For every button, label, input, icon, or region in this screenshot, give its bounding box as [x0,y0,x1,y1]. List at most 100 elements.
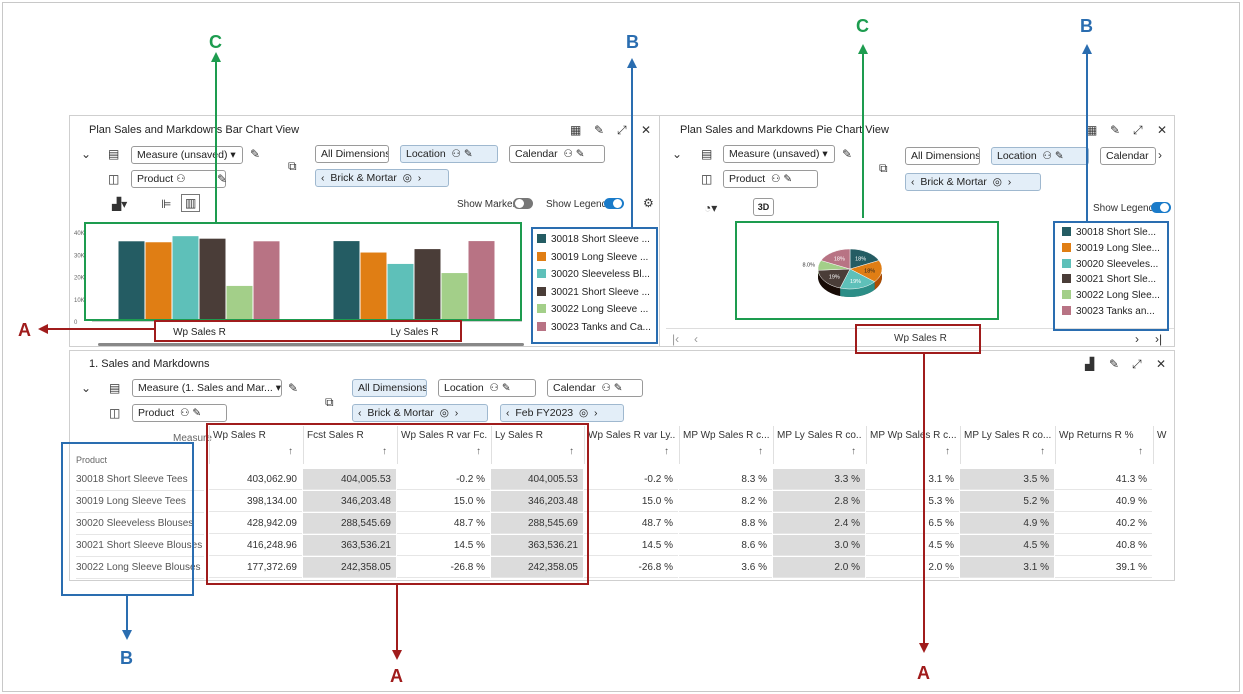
expand-icon[interactable]: ⤢ [617,123,627,137]
sort-arrow-icon[interactable]: ↑ [382,446,387,457]
column-header[interactable]: MP Ly Sales R co... ↑ [960,426,1051,464]
sort-arrow-icon[interactable]: ↑ [851,446,856,457]
grid-cell[interactable]: 2.0 % [866,557,959,578]
grid-cell[interactable]: 40.8 % [1055,535,1152,556]
column-header[interactable]: MP Ly Sales R co... ↑ [773,426,862,464]
brick-mortar-selector[interactable]: ‹ Brick & Mortar ◎ › [905,173,1041,191]
grid-cell[interactable]: 2.4 % [773,513,865,534]
legend-item[interactable]: 30022 Long Slee... [1062,290,1167,301]
row-header[interactable]: 30022 Long Sleeve Blouses [76,557,204,579]
show-legend-toggle[interactable] [604,198,624,209]
column-header[interactable]: Wp Sales R var Ly... ↑ [584,426,675,464]
grid-cell[interactable]: 4.5 % [866,535,959,556]
bar-ly-sales-r-0[interactable] [333,241,360,321]
vertical-bar-icon[interactable]: ▥ [181,194,201,212]
expand-icon[interactable]: ⤢ [1133,123,1143,137]
sort-arrow-icon[interactable]: ↑ [945,446,950,457]
close-icon[interactable]: ✕ [1156,357,1167,371]
bar-ly-sales-r-1[interactable] [360,252,387,321]
grid-cell[interactable]: 3.3 % [773,469,865,490]
grid-cell[interactable]: 4.9 % [960,513,1054,534]
collapse-chevron-icon[interactable]: ⌄ [81,147,92,161]
bar-scrollbar[interactable] [98,343,524,346]
horizontal-bar-icon[interactable]: ⊫ [161,197,172,211]
column-header[interactable]: Fcst Sales R ↑ [303,426,393,464]
grid-cell[interactable]: 2.0 % [773,557,865,578]
last-page-icon[interactable]: ›| [1155,332,1163,346]
grid-cell[interactable]: 3.1 % [866,469,959,490]
grid-cell[interactable]: 242,358.05 [303,557,396,578]
column-header[interactable]: W [1153,426,1169,464]
grid-cell[interactable]: 428,942.09 [209,513,302,534]
table-view-icon[interactable]: ▦ [1086,123,1098,137]
close-icon[interactable]: ✕ [641,123,652,137]
next-page-icon[interactable]: › [1135,332,1139,346]
grid-cell[interactable]: 15.0 % [397,491,490,512]
grid-cell[interactable]: 48.7 % [397,513,490,534]
bar-wp-sales-r-4[interactable] [226,285,253,321]
bar-wp-sales-r-2[interactable] [172,236,199,321]
chart-type-icon[interactable]: ▟▾ [112,197,128,211]
bar-wp-sales-r-0[interactable] [118,241,145,321]
collapse-chevron-icon[interactable]: ⌄ [672,147,683,161]
edit-measure-icon[interactable]: ✎ [288,381,299,395]
all-dimensions-button[interactable]: All Dimensions [352,379,427,397]
grid-cell[interactable]: 6.5 % [866,513,959,534]
sort-arrow-icon[interactable]: ↑ [288,446,293,457]
settings-gear-icon[interactable]: ⚙ [643,196,654,210]
bar-wp-sales-r-1[interactable] [145,242,172,321]
grid-cell[interactable]: 14.5 % [584,535,678,556]
edit-measure-icon[interactable]: ✎ [250,147,261,161]
row-header[interactable]: 30018 Short Sleeve Tees [76,469,204,491]
grid-cell[interactable]: 3.0 % [773,535,865,556]
calendar-selector[interactable]: Calendar ⚇ ✎ [509,145,605,163]
legend-item[interactable]: 30023 Tanks and Ca... [537,321,655,333]
legend-item[interactable]: 30018 Short Sle... [1062,227,1167,238]
legend-item[interactable]: 30022 Long Sleeve ... [537,304,655,315]
grid-cell[interactable]: 8.2 % [679,491,772,512]
sort-arrow-icon[interactable]: ↑ [569,446,574,457]
grid-cell[interactable]: 3.6 % [679,557,772,578]
column-header[interactable]: MP Wp Sales R c... ↑ [679,426,769,464]
3d-toggle-button[interactable]: 3D [753,198,774,216]
grid-cell[interactable]: 363,536.21 [303,535,396,556]
column-header[interactable]: Wp Sales R var Fc... ↑ [397,426,487,464]
grid-cell[interactable]: -26.8 % [397,557,490,578]
close-icon[interactable]: ✕ [1157,123,1168,137]
scroll-right-icon[interactable]: › [1158,148,1162,162]
edit-icon[interactable]: ✎ [1109,357,1120,371]
grid-cell[interactable]: 416,248.96 [209,535,302,556]
show-legend-toggle[interactable] [1151,202,1171,213]
grid-cell[interactable]: 40.9 % [1055,491,1152,512]
grid-cell[interactable]: 41.3 % [1055,469,1152,490]
grid-cell[interactable]: 346,203.48 [491,491,583,512]
prev-page-icon[interactable]: ‹ [694,332,698,346]
product-selector[interactable]: Product ⚇ ✎ [132,404,227,422]
grid-cell[interactable]: 40.2 % [1055,513,1152,534]
brick-mortar-selector[interactable]: ‹ Brick & Mortar ◎ › [315,169,449,187]
legend-item[interactable]: 30021 Short Sle... [1062,274,1167,285]
grid-cell[interactable]: 14.5 % [397,535,490,556]
table-view-icon[interactable]: ▦ [570,123,582,137]
pie-chart-type-icon[interactable]: ◔▾ [704,201,718,215]
sort-arrow-icon[interactable]: ↑ [664,446,669,457]
legend-item[interactable]: 30019 Long Sleeve ... [537,251,655,263]
edit-icon[interactable]: ✎ [594,123,605,137]
calendar-selector[interactable]: Calendar [1100,147,1156,165]
bar-ly-sales-r-3[interactable] [414,249,441,321]
bar-ly-sales-r-4[interactable] [441,273,468,321]
collapse-chevron-icon[interactable]: ⌄ [81,381,92,395]
grid-cell[interactable]: 404,005.53 [303,469,396,490]
pivot-icon[interactable]: ⧉ [288,159,297,173]
grid-cell[interactable]: -0.2 % [397,469,490,490]
column-header[interactable]: Ly Sales R ↑ [491,426,580,464]
grid-cell[interactable]: 15.0 % [584,491,678,512]
measure-selector[interactable]: Measure (unsaved) ▾ [131,146,243,164]
grid-cell[interactable]: 8.6 % [679,535,772,556]
legend-item[interactable]: 30019 Long Slee... [1062,242,1167,254]
all-dimensions-button[interactable]: All Dimensions [905,147,980,165]
location-selector[interactable]: Location ⚇ ✎ [991,147,1089,165]
grid-cell[interactable]: 2.8 % [773,491,865,512]
sort-arrow-icon[interactable]: ↑ [1138,446,1143,457]
grid-cell[interactable]: -26.8 % [584,557,678,578]
